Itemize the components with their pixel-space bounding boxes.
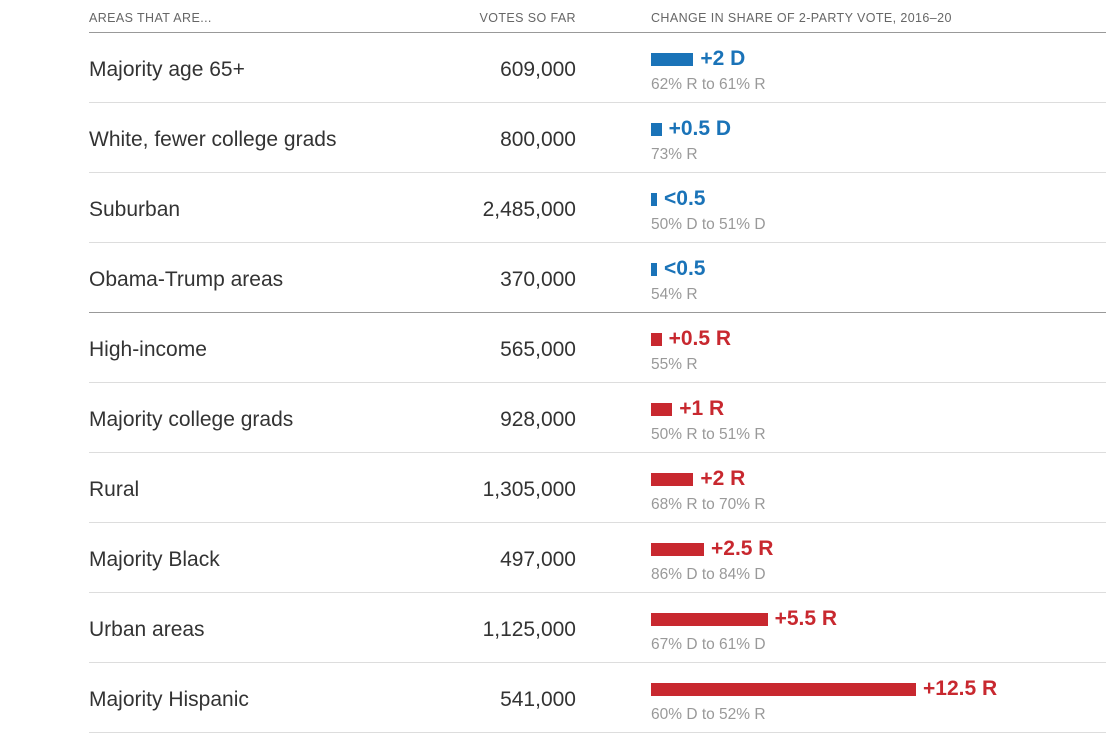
share-change-text: 60% D to 52% R	[651, 706, 766, 723]
votes-so-far: 800,000	[500, 128, 576, 151]
share-change-text: 68% R to 70% R	[651, 496, 766, 513]
change-label: +5.5 R	[774, 607, 838, 630]
table-header: AREAS THAT ARE... VOTES SO FAR CHANGE IN…	[89, 0, 1106, 33]
change-cell: +0.5 R	[651, 327, 1091, 350]
share-change-text: 67% D to 61% D	[651, 636, 766, 653]
change-cell: +5.5 R	[651, 607, 1091, 630]
change-bar	[651, 682, 916, 696]
change-cell: +2 D	[651, 47, 1091, 70]
table-row: High-income 565,000 +0.5 R 55% R	[89, 313, 1106, 383]
area-name: Rural	[89, 478, 140, 501]
change-cell: +2.5 R	[651, 537, 1091, 560]
votes-so-far: 928,000	[500, 408, 576, 431]
change-cell: <0.5	[651, 187, 1091, 210]
change-bar	[651, 612, 768, 626]
table-body: Majority age 65+ 609,000 +2 D 62% R to 61% …	[89, 33, 1106, 733]
change-label: +1 R	[679, 397, 725, 420]
area-name: Urban areas	[89, 618, 205, 641]
share-change-text: 54% R	[651, 286, 698, 303]
votes-so-far: 609,000	[500, 58, 576, 81]
change-cell: +2 R	[651, 467, 1091, 490]
table-row: Majority Black 497,000 +2.5 R 86% D to 84% …	[89, 523, 1106, 593]
change-bar	[651, 122, 662, 136]
area-name: Suburban	[89, 198, 181, 221]
change-label: +12.5 R	[923, 677, 998, 700]
change-label: +2 R	[700, 467, 746, 490]
change-label: +0.5 R	[668, 327, 732, 350]
share-change-text: 50% R to 51% R	[651, 426, 766, 443]
table-row: Urban areas 1,125,000 +5.5 R 67% D to 61% D	[89, 593, 1106, 663]
votes-so-far: 497,000	[500, 548, 576, 571]
change-bar	[651, 52, 694, 66]
results-table: AREAS THAT ARE... VOTES SO FAR CHANGE IN…	[89, 0, 1106, 733]
change-label: <0.5	[664, 187, 706, 210]
change-bar	[651, 262, 657, 276]
change-label: +0.5 D	[668, 117, 732, 140]
votes-so-far: 1,305,000	[482, 478, 576, 501]
table-row: Rural 1,305,000 +2 R 68% R to 70% R	[89, 453, 1106, 523]
change-bar	[651, 332, 662, 346]
table-row: Majority Hispanic 541,000 +12.5 R 60% D to …	[89, 663, 1106, 733]
area-name: Majority Hispanic	[89, 688, 249, 711]
change-cell: +1 R	[651, 397, 1091, 420]
area-name: Majority age 65+	[89, 58, 245, 81]
header-change: CHANGE IN SHARE OF 2-PARTY VOTE, 2016–20	[651, 11, 952, 25]
change-cell: +12.5 R	[651, 677, 1091, 700]
change-label: +2.5 R	[711, 537, 774, 560]
change-cell: <0.5	[651, 257, 1091, 280]
area-name: Obama-Trump areas	[89, 268, 284, 291]
votes-so-far: 370,000	[500, 268, 576, 291]
change-bar	[651, 192, 657, 206]
votes-so-far: 2,485,000	[482, 198, 576, 221]
share-change-text: 86% D to 84% D	[651, 566, 766, 583]
votes-so-far: 565,000	[500, 338, 576, 361]
table-row: Suburban 2,485,000 <0.5 50% D to 51% D	[89, 173, 1106, 243]
share-change-text: 62% R to 61% R	[651, 76, 766, 93]
votes-so-far: 1,125,000	[482, 618, 576, 641]
area-name: High-income	[89, 338, 207, 361]
header-areas: AREAS THAT ARE...	[89, 11, 212, 25]
change-label: <0.5	[664, 257, 706, 280]
table-row: White, fewer college grads 800,000 +0.5 D 7…	[89, 103, 1106, 173]
area-name: Majority college grads	[89, 408, 294, 431]
table-row: Majority age 65+ 609,000 +2 D 62% R to 61% …	[89, 33, 1106, 103]
change-bar	[651, 402, 673, 416]
votes-so-far: 541,000	[500, 688, 576, 711]
change-label: +2 D	[700, 47, 746, 70]
table-row: Majority college grads 928,000 +1 R 50% R t…	[89, 383, 1106, 453]
header-votes: VOTES SO FAR	[479, 11, 576, 25]
change-bar	[651, 542, 704, 556]
table-row: Obama-Trump areas 370,000 <0.5 54% R	[89, 243, 1106, 313]
share-change-text: 50% D to 51% D	[651, 216, 766, 233]
change-bar	[651, 472, 694, 486]
share-change-text: 73% R	[651, 146, 698, 163]
share-change-text: 55% R	[651, 356, 698, 373]
change-cell: +0.5 D	[651, 117, 1091, 140]
area-name: White, fewer college grads	[89, 128, 337, 151]
area-name: Majority Black	[89, 548, 220, 571]
